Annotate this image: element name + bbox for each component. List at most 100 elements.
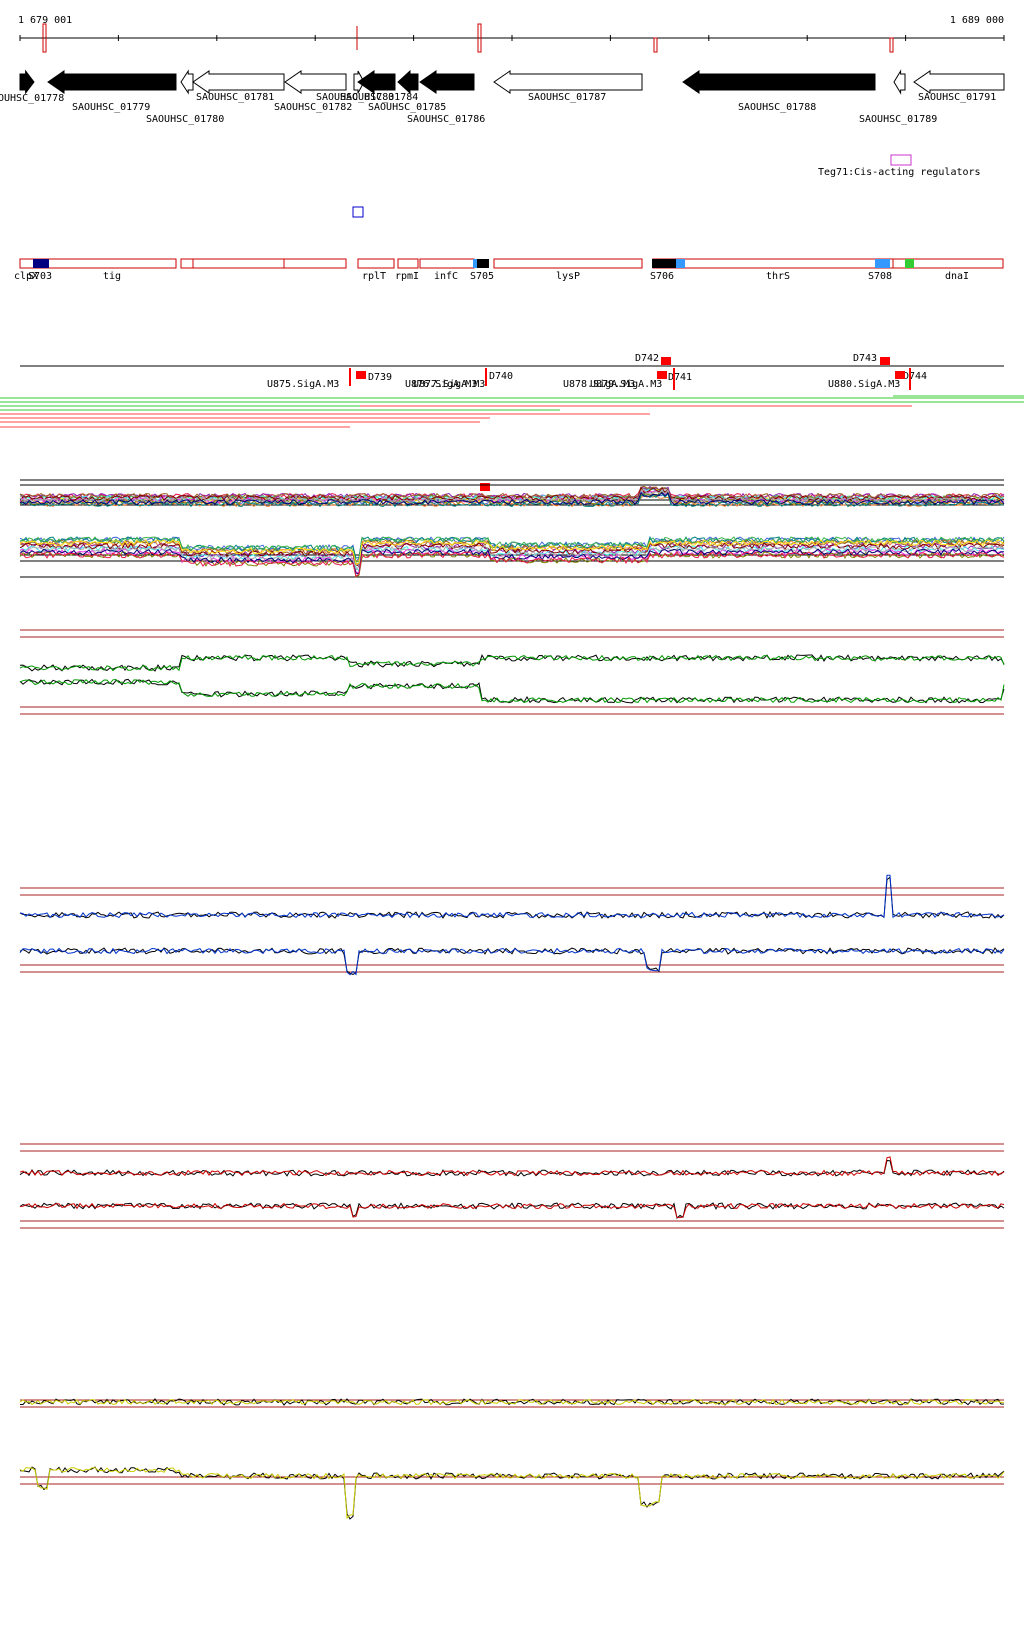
tss-label[interactable]: D743 <box>853 353 877 364</box>
gene-label[interactable]: SAOUHSC_01782 <box>274 102 352 113</box>
sigma-label[interactable]: U880.SigA.M3 <box>828 379 900 390</box>
sigma-label[interactable]: U879.SigA.M3 <box>590 379 662 390</box>
feature-segment <box>676 259 685 268</box>
gene-label[interactable]: OUHSC_01778 <box>0 93 64 104</box>
coordinate-ruler: 1 679 001 1 689 000 <box>18 15 1005 53</box>
feature-label[interactable]: thrS <box>766 271 790 282</box>
feature-label[interactable]: tig <box>103 271 121 282</box>
tss-track: D739 D740 D741 D742 D743 D744 U875.SigA.… <box>20 353 1004 491</box>
feature-segment <box>905 259 914 268</box>
expression-panel-green <box>19 629 1005 715</box>
expression-trace <box>19 654 1005 672</box>
feature-box <box>192 258 285 269</box>
coord-end-label: 1 689 000 <box>950 15 1004 26</box>
sigma-label[interactable]: U877.SigA.M3 <box>413 379 485 390</box>
marker-box[interactable] <box>352 206 364 218</box>
expression-panel-blue <box>19 874 1005 976</box>
gene-label[interactable]: SAOUHSC_01789 <box>859 114 937 125</box>
expression-panel-yellow <box>19 1398 1005 1520</box>
tss-label[interactable]: D741 <box>668 372 692 383</box>
gene-label[interactable]: SAOUHSC_01779 <box>72 102 150 113</box>
feature-label[interactable]: S705 <box>470 271 494 282</box>
feature-label[interactable]: S706 <box>650 271 674 282</box>
gene-label[interactable]: SAOUHSC_01783 <box>316 92 394 103</box>
feature-segment <box>33 259 49 268</box>
gene-arrow <box>493 70 643 94</box>
expression-trace <box>19 947 1005 975</box>
expression-trace <box>19 1398 1005 1406</box>
gene-label[interactable]: SAOUHSC_01787 <box>528 92 606 103</box>
gene-label[interactable]: SAOUHSC_01781 <box>196 92 274 103</box>
expression-trace <box>19 539 1005 566</box>
gene-arrow <box>192 70 285 94</box>
feature-segment <box>473 259 478 268</box>
ruler-marker <box>477 23 482 53</box>
tss-label[interactable]: D744 <box>903 371 927 382</box>
expression-trace <box>19 539 1005 565</box>
ruler-marker <box>42 23 47 53</box>
tss-flag <box>356 371 366 379</box>
feature-label[interactable]: rpmI <box>395 271 419 282</box>
expression-trace <box>19 1466 1005 1520</box>
tss-flag <box>661 357 671 365</box>
expression-trace <box>19 548 1005 574</box>
coord-start-label: 1 679 001 <box>18 15 72 26</box>
expression-trace <box>19 876 1005 919</box>
expression-trace <box>19 492 1005 508</box>
gene-label[interactable]: SAOUHSC_01788 <box>738 102 816 113</box>
tss-label[interactable]: D740 <box>489 371 513 382</box>
gene-track: OUHSC_01778 SAOUHSC_01779 SAOUHSC_01780 … <box>0 69 1005 125</box>
tss-flag <box>880 357 890 365</box>
feature-label[interactable]: S703 <box>28 271 52 282</box>
gene-arrow <box>682 70 876 94</box>
feature-label[interactable]: clpX <box>14 271 38 282</box>
feature-segment <box>875 259 890 268</box>
gene-label[interactable]: SAOUHSC_01786 <box>407 114 485 125</box>
sigma-label[interactable]: U876.SigA.M3 <box>405 379 477 390</box>
expression-panel-red <box>19 1143 1005 1229</box>
ruler-ticks <box>19 23 1005 53</box>
feature-box <box>357 258 395 269</box>
expression-trace <box>19 491 1005 506</box>
feature-segment <box>477 259 489 268</box>
feature-box <box>19 258 177 269</box>
expression-trace <box>19 678 1005 704</box>
feature-box <box>892 258 1004 269</box>
regulator-box[interactable] <box>890 154 912 166</box>
gene-arrow <box>357 70 396 94</box>
gene-label[interactable]: SAOUHSC_01785 <box>368 102 446 113</box>
tss-flag <box>480 483 490 491</box>
gene-arrow <box>893 69 906 95</box>
feature-box <box>493 258 643 269</box>
expression-trace <box>19 548 1005 575</box>
gene-arrow <box>284 70 347 94</box>
expression-trace <box>19 947 1005 976</box>
sigma-label[interactable]: U875.SigA.M3 <box>267 379 339 390</box>
gene-label[interactable]: SAOUHSC_01791 <box>918 92 996 103</box>
gene-arrow <box>19 69 35 95</box>
gene-label[interactable]: SAOUHSC_01784 <box>340 92 418 103</box>
feature-label[interactable]: rplT <box>362 271 386 282</box>
tss-label[interactable]: D742 <box>635 353 659 364</box>
expression-trace <box>19 874 1005 919</box>
feature-label[interactable]: infC <box>434 271 458 282</box>
regulator-label[interactable]: Teg71:Cis-acting regulators <box>818 167 981 178</box>
expression-trace <box>19 485 1005 500</box>
gene-label[interactable]: SAOUHSC_01780 <box>146 114 224 125</box>
regulator-track: Teg71:Cis-acting regulators <box>352 154 981 218</box>
feature-box <box>397 258 419 269</box>
tss-flag <box>895 371 905 379</box>
expression-panel-multi <box>19 479 1005 578</box>
feature-label[interactable]: dnaI <box>945 271 969 282</box>
ruler-marker <box>653 37 658 53</box>
gene-arrow <box>180 69 194 95</box>
feature-label[interactable]: lysP <box>556 271 580 282</box>
tss-flag <box>657 371 667 379</box>
rna-coverage-lines <box>0 395 1024 428</box>
gene-arrow <box>47 70 177 94</box>
gene-arrow <box>397 69 419 95</box>
sigma-label[interactable]: U878.SigA.M3 <box>563 379 635 390</box>
feature-label[interactable]: S708 <box>868 271 892 282</box>
tss-label[interactable]: D739 <box>368 372 392 383</box>
